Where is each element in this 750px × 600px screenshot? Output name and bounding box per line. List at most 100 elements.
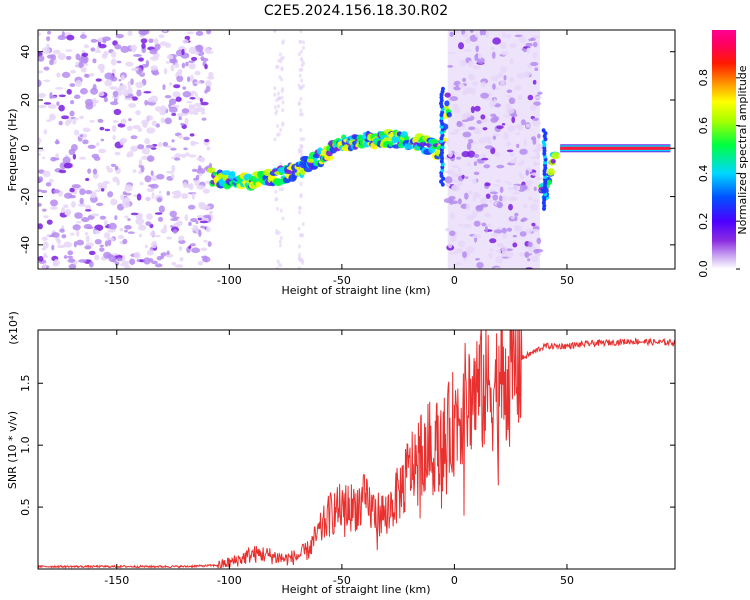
snr-x-tick-label: 0 (451, 574, 458, 587)
noise-blob (73, 94, 81, 100)
noise-blob (457, 198, 462, 205)
noise-blob (515, 225, 519, 232)
noise-blob (193, 108, 200, 113)
noise-blob (159, 109, 166, 116)
spectrogram-y-tick-label: -40 (19, 236, 32, 254)
noise-blob (119, 227, 124, 232)
noise-blob (112, 90, 119, 98)
noise-blob (72, 224, 81, 231)
noise-blob (56, 72, 61, 78)
noise-blob (124, 225, 132, 230)
noise-blob (508, 97, 516, 105)
noise-blob (475, 45, 479, 53)
noise-blob (85, 177, 90, 182)
signal-blob (405, 144, 415, 150)
noise-blob (204, 89, 208, 94)
noise-blob (122, 238, 128, 245)
streak-blob (298, 73, 302, 78)
noise-blob (476, 57, 485, 65)
noise-blob (501, 227, 507, 234)
noise-blob (107, 229, 116, 233)
noise-blob (141, 155, 149, 161)
noise-blob (90, 191, 97, 199)
noise-blob (68, 258, 76, 263)
noise-blob (205, 226, 211, 233)
noise-blob (536, 177, 544, 181)
snr-x-label: Height of straight line (km) (281, 583, 430, 596)
noise-blob (96, 142, 100, 147)
noise-blob (519, 231, 527, 237)
spike-blob (440, 86, 445, 92)
noise-blob (533, 160, 537, 167)
noise-blob (183, 147, 188, 151)
noise-blob (493, 98, 497, 106)
signal-blob (255, 181, 262, 188)
noise-blob (495, 255, 503, 264)
snr-y-ticks: 0.5 1.0 1.5 (19, 374, 675, 516)
noise-blob (164, 117, 172, 125)
streak-blob (279, 208, 283, 213)
noise-blob (98, 91, 105, 97)
noise-blob (445, 227, 452, 232)
noise-blob (92, 168, 98, 175)
noise-blob (178, 239, 186, 245)
spectrogram-y-tick-label: -20 (19, 188, 32, 206)
streak-blob (279, 56, 283, 61)
noise-blob (87, 168, 92, 174)
noise-blob (160, 117, 165, 124)
noise-blob (190, 90, 197, 95)
noise-blob (154, 43, 161, 51)
spectrogram-y-tick-label: 0 (19, 145, 32, 152)
noise-blob (179, 257, 184, 262)
noise-blob (508, 181, 512, 186)
noise-blob (172, 216, 180, 219)
noise-blob (478, 137, 486, 144)
noise-blob (65, 49, 73, 52)
noise-blob (60, 207, 66, 214)
noise-blob (476, 261, 484, 269)
noise-blob (445, 183, 451, 188)
noise-blob (525, 42, 533, 47)
noise-blob (120, 118, 127, 125)
streak-blob (279, 243, 283, 248)
noise-blob (130, 78, 134, 86)
spectrogram-x-tick-label: -50 (333, 274, 351, 287)
noise-blob (157, 216, 164, 222)
noise-blob (512, 242, 518, 248)
noise-blob (457, 223, 463, 227)
streak-blob (274, 189, 278, 194)
noise-blob (135, 217, 145, 226)
streak-blob (280, 67, 284, 72)
streak-blob (301, 233, 305, 238)
streak-blob (278, 187, 282, 192)
noise-blob (186, 31, 194, 35)
noise-blob (144, 196, 152, 201)
noise-blob (120, 45, 130, 53)
noise-blob (198, 229, 202, 237)
noise-blob (471, 178, 477, 184)
noise-blob (196, 97, 201, 100)
noise-blob (509, 152, 515, 157)
noise-blob (103, 251, 112, 259)
noise-blob (64, 210, 70, 216)
noise-blob (88, 261, 94, 268)
noise-blob (449, 96, 459, 102)
noise-blob (110, 76, 118, 82)
noise-blob (518, 35, 527, 43)
noise-blob (126, 153, 131, 158)
noise-blob (162, 141, 169, 147)
noise-blob (189, 74, 194, 82)
noise-blob (140, 165, 145, 173)
streak-blob (299, 30, 303, 34)
noise-blob (135, 81, 144, 89)
noise-blob (527, 258, 531, 262)
noise-blob (110, 198, 118, 206)
noise-blob (530, 136, 537, 141)
noise-blob (462, 251, 468, 259)
noise-blob (473, 154, 480, 158)
noise-blob (63, 162, 73, 169)
noise-blob (468, 190, 473, 195)
snr-scale-label: (x10⁴) (7, 311, 20, 345)
noise-blob (173, 157, 181, 161)
streak-blob (280, 89, 284, 94)
